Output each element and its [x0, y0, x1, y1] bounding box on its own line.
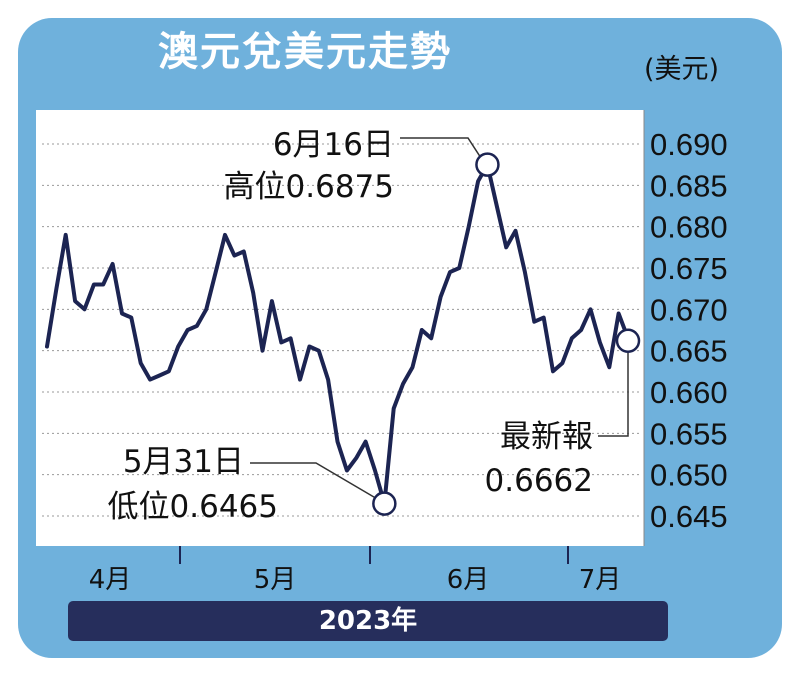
unit-label: (美元)	[644, 54, 720, 85]
y-tick-label: 0.660	[650, 375, 728, 410]
y-tick-label: 0.650	[650, 458, 728, 493]
low-leader-line	[250, 462, 379, 501]
x-month-label: 5月	[254, 565, 297, 595]
low-date-label: 5月31日	[123, 444, 244, 480]
low-point-marker	[372, 491, 397, 516]
latest-value-label: 0.6662	[485, 463, 593, 499]
y-tick-label: 0.675	[650, 251, 728, 286]
x-month-label: 4月	[89, 565, 132, 595]
y-tick-label: 0.685	[650, 168, 728, 203]
y-tick-label: 0.645	[650, 499, 728, 534]
y-tick-label: 0.670	[650, 292, 728, 327]
high-point-marker	[475, 152, 500, 177]
y-tick-label: 0.680	[650, 210, 728, 245]
y-tick-label: 0.665	[650, 334, 728, 369]
x-month-label: 7月	[579, 565, 622, 595]
high-leader-line	[400, 137, 483, 160]
latest-title-label: 最新報	[500, 419, 593, 455]
latest-leader-line	[598, 352, 629, 437]
high-date-label: 6月16日	[273, 127, 394, 163]
series-line	[45, 162, 630, 506]
x-month-label: 6月	[447, 565, 490, 595]
plot-area	[36, 110, 644, 546]
low-value-label: 低位0.6465	[108, 489, 278, 525]
latest-point-marker	[615, 328, 641, 353]
high-value-label: 高位0.6875	[224, 169, 394, 205]
y-tick-label: 0.690	[650, 127, 728, 162]
year-bar: 2023年	[68, 601, 668, 641]
chart-title: 澳元兌美元走勢	[158, 29, 452, 75]
y-tick-label: 0.655	[650, 416, 728, 451]
